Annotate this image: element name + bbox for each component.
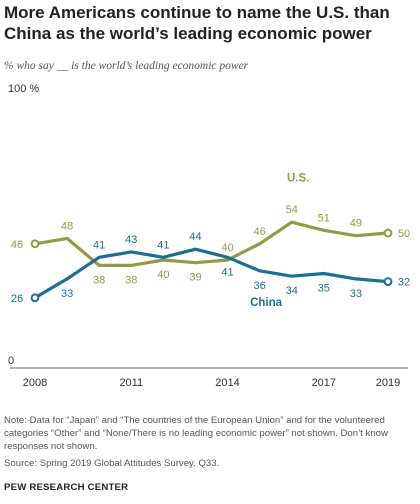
data-label: 33 <box>350 288 362 300</box>
series-line-us <box>34 220 389 267</box>
publisher-credit: PEW RESEARCH CENTER <box>4 482 129 493</box>
data-label: 41 <box>93 239 105 251</box>
data-label: 43 <box>125 234 137 246</box>
data-label: 50 <box>398 228 410 240</box>
data-label: 33 <box>61 288 73 300</box>
data-label: 39 <box>189 272 201 284</box>
data-point-marker <box>383 228 393 238</box>
data-label: 38 <box>93 274 105 286</box>
data-point-marker <box>30 293 40 303</box>
data-label: 48 <box>61 220 73 232</box>
data-label: 54 <box>286 204 298 216</box>
data-label: 40 <box>157 269 169 281</box>
x-tick-label: 2008 <box>23 377 47 389</box>
data-label: 49 <box>350 218 362 230</box>
x-tick-label: 2011 <box>119 377 143 389</box>
series-label-us: U.S. <box>287 173 309 185</box>
series-label-china: China <box>250 297 283 309</box>
chart-note: Note: Data for “Japan” and “The countrie… <box>4 415 388 452</box>
label-layer: 46 48 38 38 40 39 40 46 54 51 49 50 U.S. 26 33 41 43 41 44… <box>11 173 410 309</box>
series-line-china <box>34 247 389 300</box>
data-label: 38 <box>125 274 137 286</box>
data-label: 35 <box>318 283 330 295</box>
x-tick-label: 2019 <box>376 377 400 389</box>
data-label: 41 <box>157 239 169 251</box>
data-label: 40 <box>221 242 233 254</box>
y-tick-label: 0 <box>8 355 14 367</box>
data-label: 46 <box>11 239 23 251</box>
data-label: 36 <box>254 280 266 292</box>
data-label: 32 <box>398 277 410 289</box>
data-label: 44 <box>189 231 201 243</box>
chart-title: More Americans continue to name the U.S.… <box>4 3 390 43</box>
data-point-marker <box>30 239 40 249</box>
chart-subtitle: % who say __ is the world’s leading econ… <box>4 60 249 72</box>
data-label: 41 <box>221 266 233 278</box>
axis-layer: 100 % 0 2008 2011 2014 2017 2019 <box>8 83 408 389</box>
y-tick-label: 100 % <box>8 83 39 95</box>
data-label: 26 <box>11 293 23 305</box>
series-layer <box>30 220 393 303</box>
data-label: 34 <box>286 285 298 297</box>
x-tick-label: 2014 <box>215 377 239 389</box>
data-point-marker <box>383 277 393 287</box>
x-tick-label: 2017 <box>312 377 336 389</box>
data-label: 51 <box>318 212 330 224</box>
chart-source: Source: Spring 2019 Global Attitudes Sur… <box>4 458 220 469</box>
data-label: 46 <box>254 226 266 238</box>
